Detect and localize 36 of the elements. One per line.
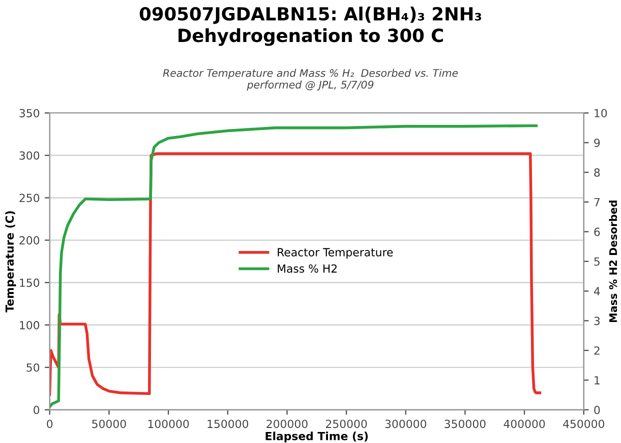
y2-tick-label: 0 bbox=[594, 406, 600, 414]
x-tick-label: 100000 bbox=[148, 420, 189, 428]
y-tick-label: 250 bbox=[20, 194, 40, 202]
y2-tick-label: 5 bbox=[594, 257, 600, 266]
y2-tick-label: 4 bbox=[594, 287, 600, 296]
y2-tick-label: 2 bbox=[594, 346, 600, 355]
legend-label: Reactor Temperature bbox=[278, 248, 393, 259]
y2-tick-label: 6 bbox=[594, 228, 600, 236]
y-tick-label: 0 bbox=[34, 406, 40, 414]
y2-axis-title: Mass % H2 Desorbed bbox=[608, 200, 618, 322]
y-tick-label: 200 bbox=[20, 236, 40, 245]
chart-title: 090507JGDALBN15: Al(BH₄)₃ 2NH₃ Dehydrogenation to 300 C bbox=[140, 6, 482, 46]
x-tick-label: 450000 bbox=[563, 420, 604, 428]
y2-tick-label: 7 bbox=[594, 198, 600, 206]
x-tick-label: 300000 bbox=[385, 420, 426, 428]
y-axis-title: Temperature (C) bbox=[5, 211, 16, 312]
y2-tick-label: 9 bbox=[594, 138, 600, 148]
x-tick-label: 250000 bbox=[326, 420, 367, 428]
x-tick-label: 350000 bbox=[444, 420, 486, 428]
y-tick-label: 300 bbox=[20, 151, 40, 160]
legend-label: Mass % H2 bbox=[278, 264, 337, 273]
x-tick-label: 200000 bbox=[266, 420, 308, 428]
x-tick-label: 400000 bbox=[504, 420, 545, 428]
y-tick-label: 100 bbox=[20, 320, 40, 330]
chart-subtitle: Reactor Temperature and Mass % H₂ Desorbed vs. Time performed @ JPL, 5/7/09 bbox=[162, 68, 458, 91]
x-tick-label: 0 bbox=[46, 420, 52, 428]
x-tick-label: 150000 bbox=[208, 420, 248, 428]
y-tick-label: 50 bbox=[26, 363, 40, 372]
y-tick-label: 150 bbox=[20, 278, 40, 287]
y2-tick-label: 1 bbox=[594, 376, 600, 384]
y2-tick-label: 8 bbox=[594, 168, 600, 177]
x-axis-title: Elapsed Time (s) bbox=[266, 432, 368, 442]
y-tick-label: 350 bbox=[20, 108, 40, 118]
y2-tick-label: 10 bbox=[594, 108, 607, 118]
x-tick-label: 50000 bbox=[92, 420, 126, 428]
y2-tick-label: 3 bbox=[594, 316, 600, 326]
